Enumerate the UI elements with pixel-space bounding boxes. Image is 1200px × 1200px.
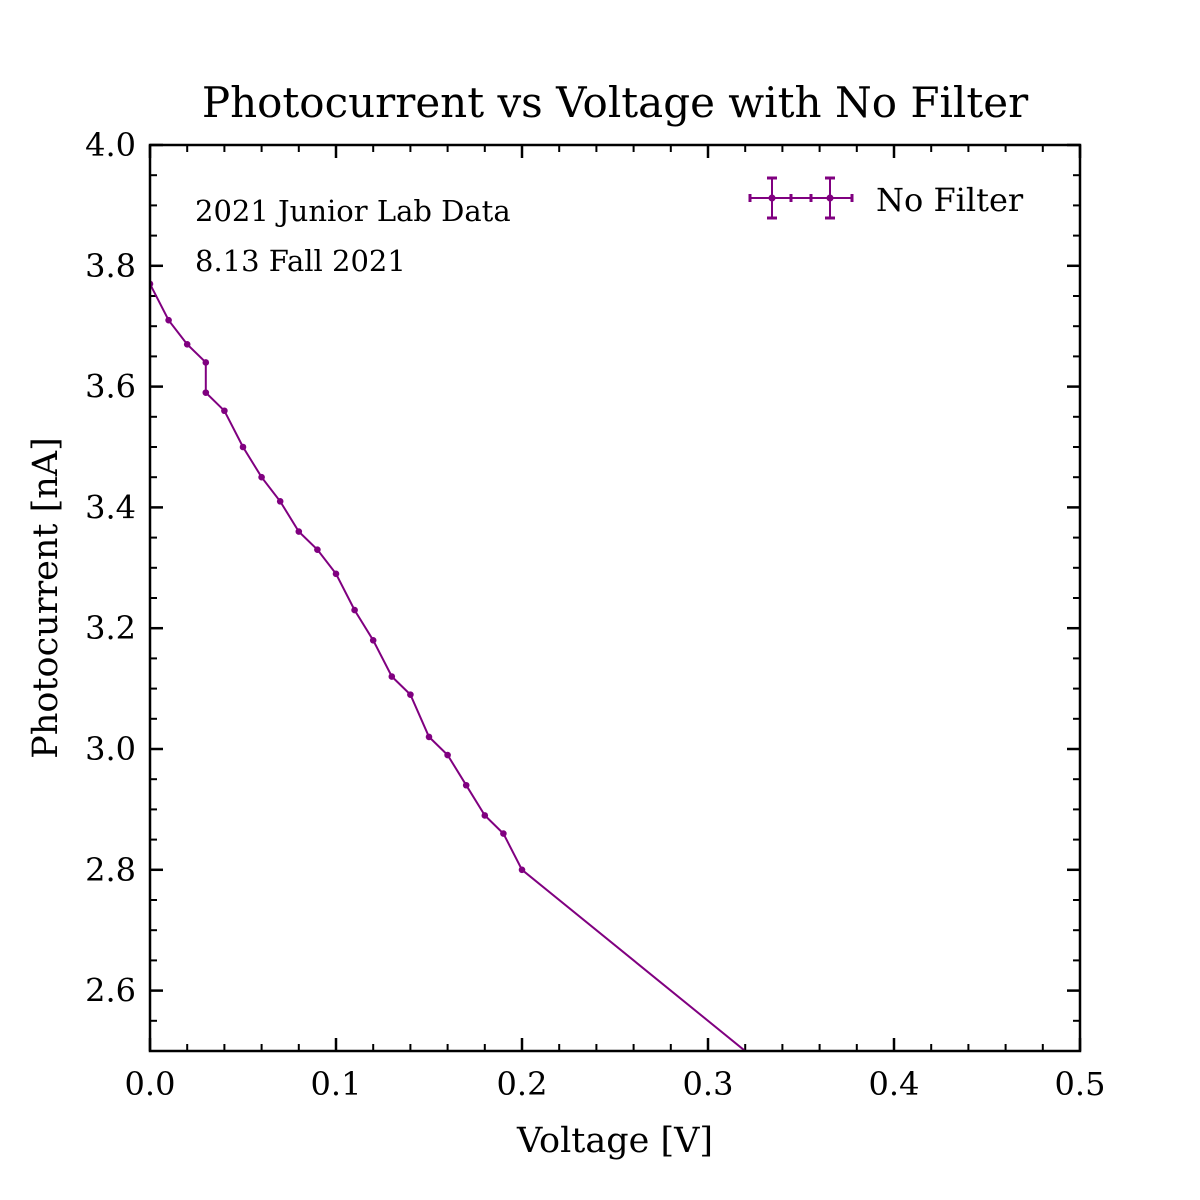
y-tick-label: 2.8 (85, 851, 136, 889)
data-point (425, 733, 433, 741)
axis-ticks (148, 143, 1082, 1052)
data-point (258, 473, 265, 481)
y-tick-label: 2.6 (85, 972, 136, 1010)
annotation-line-2: 8.13 Fall 2021 (195, 244, 406, 278)
y-tick-label: 4.0 (85, 126, 136, 164)
chart-title: Photocurrent vs Voltage with No Filter (202, 78, 1029, 127)
data-point (369, 636, 377, 644)
y-tick-label: 3.6 (85, 368, 136, 406)
x-tick-label: 0.0 (125, 1065, 176, 1103)
data-point (518, 866, 526, 874)
data-point (407, 691, 414, 698)
legend-errorbar-glyph (748, 176, 854, 220)
data-point (444, 751, 451, 759)
data-point (202, 389, 210, 396)
data-points (150, 280, 898, 1176)
x-tick-label: 0.4 (869, 1065, 920, 1103)
y-tick-label: 3.2 (85, 609, 136, 647)
x-tick-label: 0.2 (497, 1065, 548, 1103)
data-point (351, 606, 358, 614)
plot-frame (148, 143, 1082, 1053)
y-tick-label: 3.4 (85, 488, 136, 526)
annotation-line-1: 2021 Junior Lab Data (195, 194, 511, 228)
data-point (239, 443, 247, 451)
data-point (165, 316, 172, 324)
legend-label-no-filter: No Filter (876, 181, 1024, 219)
x-axis-label: Voltage [V] (516, 1121, 713, 1161)
plot-area (150, 280, 898, 1176)
data-point (221, 407, 228, 415)
data-point (388, 673, 396, 680)
data-point (276, 498, 284, 505)
data-point (500, 830, 507, 837)
data-point (332, 570, 340, 578)
y-tick-label: 3.0 (85, 730, 136, 768)
x-tick-label: 0.5 (1055, 1065, 1106, 1103)
x-tick-label: 0.1 (311, 1065, 362, 1103)
x-tick-label: 0.3 (683, 1065, 734, 1103)
data-point (462, 781, 470, 789)
data-point (202, 359, 210, 366)
data-point (183, 341, 191, 348)
data-point (314, 546, 321, 553)
data-point (481, 812, 489, 819)
tick-labels: 0.0 0.1 0.2 0.3 0.4 0.5 2.6 2.8 3.0 3.2 3.4 3.6 3.8 4… (85, 126, 1105, 1103)
data-point (891, 1169, 898, 1176)
y-tick-label: 3.8 (85, 247, 136, 285)
data-point (295, 528, 303, 535)
legend: No Filter (748, 176, 1024, 220)
y-axis-label: Photocurrent [nA] (26, 437, 66, 758)
